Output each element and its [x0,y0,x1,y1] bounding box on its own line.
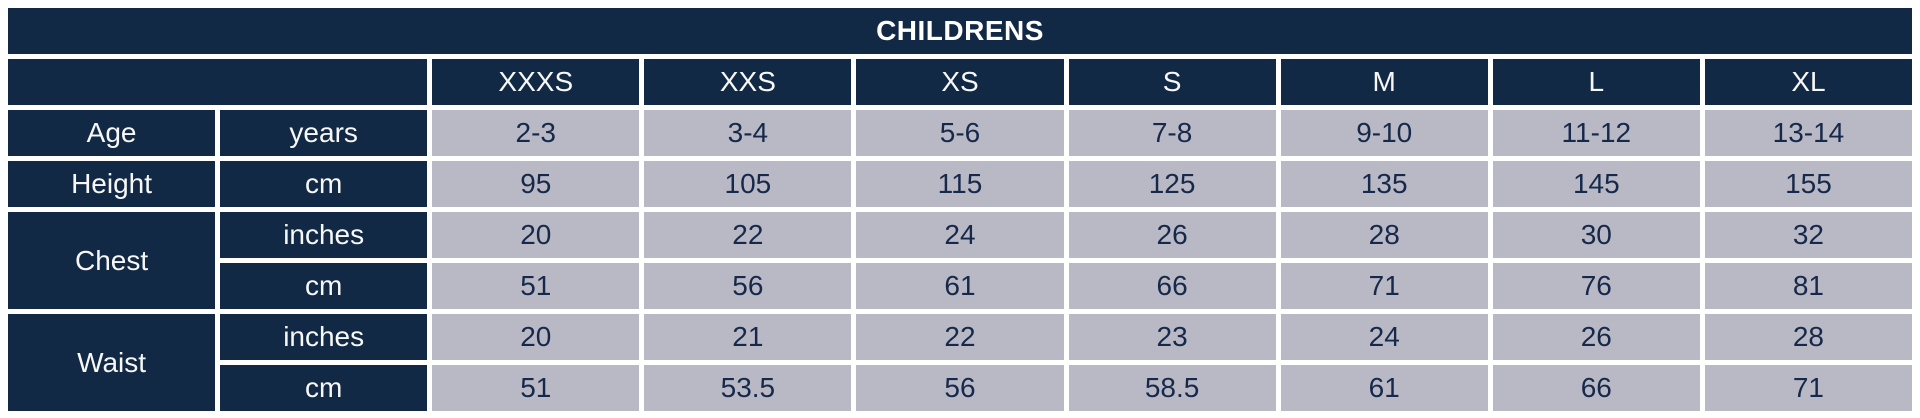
unit-cell: inches [220,212,428,258]
unit-cell: years [220,110,428,156]
title-row: CHILDRENS [8,8,1912,54]
value-cell: 5-6 [856,110,1064,156]
value-cell: 105 [644,161,852,207]
value-cell: 20 [432,212,640,258]
value-cell: 3-4 [644,110,852,156]
value-cell: 21 [644,314,852,360]
value-cell: 56 [856,365,1064,411]
size-chart-table: CHILDRENS XXXS XXS XS S M L XL Age years 2-3 3-4 5-6… [3,3,1917,416]
unit-cell: cm [220,365,428,411]
value-cell: 58.5 [1068,365,1276,411]
size-header-cell: XL [1704,59,1912,105]
chart-title: CHILDRENS [8,8,1912,54]
value-cell: 28 [1280,212,1488,258]
value-cell: 76 [1492,263,1700,309]
size-header-cell: XS [856,59,1064,105]
value-cell: 7-8 [1068,110,1276,156]
value-cell: 61 [856,263,1064,309]
measurement-label-cell: Height [8,161,216,207]
measurement-label-cell: Age [8,110,216,156]
size-header-cell: S [1068,59,1276,105]
measurement-row: Age years 2-3 3-4 5-6 7-8 9-10 11-12 13-14 [8,110,1912,156]
measurement-row: cm 51 56 61 66 71 76 81 [8,263,1912,309]
value-cell: 81 [1704,263,1912,309]
value-cell: 13-14 [1704,110,1912,156]
measurement-row: cm 51 53.5 56 58.5 61 66 71 [8,365,1912,411]
value-cell: 22 [644,212,852,258]
value-cell: 22 [856,314,1064,360]
measurement-row: Chest inches 20 22 24 26 28 30 32 [8,212,1912,309]
value-cell: 2-3 [432,110,640,156]
unit-cell: cm [220,263,428,309]
value-cell: 26 [1492,314,1700,360]
value-cell: 115 [856,161,1064,207]
value-cell: 28 [1704,314,1912,360]
value-cell: 66 [1068,263,1276,309]
value-cell: 23 [1068,314,1276,360]
size-header-cell: L [1492,59,1700,105]
unit-cell: inches [220,314,428,360]
value-cell: 24 [1280,314,1488,360]
value-cell: 71 [1280,263,1488,309]
value-cell: 51 [432,263,640,309]
size-header-cell: XXXS [432,59,640,105]
measurement-row: Height cm 95 105 115 125 135 145 155 [8,161,1912,207]
value-cell: 155 [1704,161,1912,207]
measurement-row: Waist inches 20 21 22 23 24 26 28 [8,314,1912,411]
unit-cell: cm [220,161,428,207]
value-cell: 71 [1704,365,1912,411]
corner-cell [8,59,428,105]
value-cell: 145 [1492,161,1700,207]
size-header-cell: XXS [644,59,852,105]
measurement-label-cell: Waist [8,314,216,411]
size-chart-body: CHILDRENS XXXS XXS XS S M L XL Age years 2-3 3-4 5-6… [8,8,1912,411]
value-cell: 26 [1068,212,1276,258]
size-header-row: XXXS XXS XS S M L XL [8,59,1912,105]
value-cell: 61 [1280,365,1488,411]
value-cell: 9-10 [1280,110,1488,156]
size-header-cell: M [1280,59,1488,105]
value-cell: 11-12 [1492,110,1700,156]
value-cell: 56 [644,263,852,309]
value-cell: 66 [1492,365,1700,411]
measurement-label-cell: Chest [8,212,216,309]
value-cell: 135 [1280,161,1488,207]
value-cell: 51 [432,365,640,411]
value-cell: 32 [1704,212,1912,258]
value-cell: 30 [1492,212,1700,258]
value-cell: 20 [432,314,640,360]
value-cell: 24 [856,212,1064,258]
value-cell: 125 [1068,161,1276,207]
value-cell: 95 [432,161,640,207]
value-cell: 53.5 [644,365,852,411]
